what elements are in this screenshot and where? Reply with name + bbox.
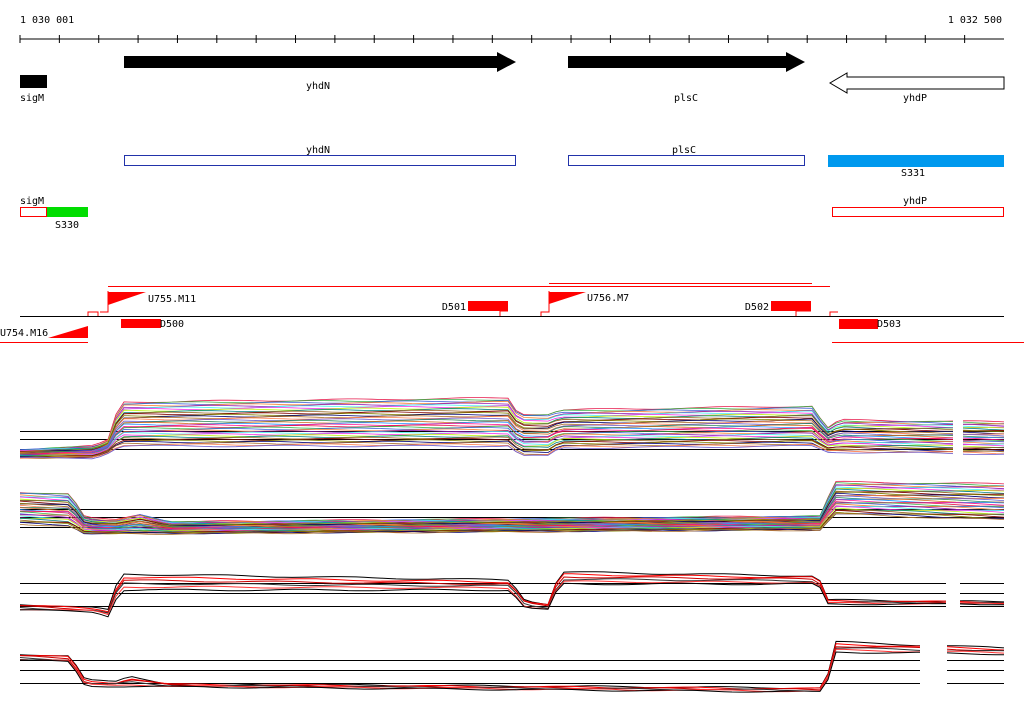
expression-profiles-1 bbox=[19, 397, 1005, 460]
gene-arrow-yhdN[interactable] bbox=[124, 52, 516, 72]
segment-D500[interactable] bbox=[121, 319, 161, 328]
segment-D503[interactable] bbox=[839, 319, 878, 329]
gene-label-yhdN: yhdN bbox=[306, 81, 330, 92]
expression-profiles-3 bbox=[19, 571, 1005, 618]
gene-arrow-yhdP[interactable] bbox=[829, 72, 1005, 94]
gene-sigM[interactable] bbox=[20, 75, 47, 88]
segment-label-U755.M11: U755.M11 bbox=[148, 294, 196, 305]
transcript-label-sigM: sigM bbox=[20, 196, 44, 207]
expression-profiles-4 bbox=[19, 640, 1005, 693]
transcript-track-2: sigM S330 yhdP bbox=[20, 196, 1004, 231]
segment-label-D502: D502 bbox=[745, 302, 769, 313]
ruler-end-label: 1 032 500 bbox=[948, 15, 1002, 26]
segment-U755.M11[interactable] bbox=[108, 292, 146, 305]
expression-track-1 bbox=[19, 397, 1005, 460]
transcript-label-S330: S330 bbox=[55, 220, 79, 231]
transcript-label-S331: S331 bbox=[901, 168, 925, 179]
expression-track-3 bbox=[19, 571, 1005, 618]
segment-D501[interactable] bbox=[468, 301, 508, 311]
segment-U754.M16[interactable] bbox=[48, 326, 88, 338]
coordinate-ruler: 1 030 001 1 032 500 bbox=[19, 15, 1004, 43]
transcript-sigM[interactable] bbox=[20, 207, 47, 217]
transcript-yhdN[interactable] bbox=[124, 155, 516, 166]
expression-profiles-2 bbox=[19, 480, 1005, 535]
gene-label-yhdP: yhdP bbox=[903, 93, 927, 104]
transcript-label-plsC: plsC bbox=[672, 145, 696, 156]
segmentation-track: U755.M11 U754.M16 D500 D501 U756.M7 D502… bbox=[0, 283, 1024, 343]
segment-label-D500: D500 bbox=[160, 319, 184, 330]
gene-label-plsC: plsC bbox=[674, 93, 698, 104]
expression-track-4 bbox=[19, 640, 1005, 693]
transcript-S331[interactable] bbox=[828, 155, 1004, 167]
segment-U756.M7[interactable] bbox=[549, 292, 586, 304]
segment-label-U756.M7: U756.M7 bbox=[587, 293, 629, 304]
gene-arrow-plsC[interactable] bbox=[568, 52, 805, 72]
segment-label-D503: D503 bbox=[877, 319, 901, 330]
transcript-label-yhdN: yhdN bbox=[306, 145, 330, 156]
gene-label-sigM: sigM bbox=[20, 93, 44, 104]
transcript-S330[interactable] bbox=[47, 207, 88, 217]
transcript-plsC[interactable] bbox=[568, 155, 805, 166]
transcript-yhdP[interactable] bbox=[832, 207, 1004, 217]
gene-track: sigM yhdN plsC yhdP bbox=[20, 52, 1005, 104]
ruler-start-label: 1 030 001 bbox=[20, 15, 74, 26]
segment-label-U754.M16: U754.M16 bbox=[0, 328, 48, 339]
transcript-label-yhdP-2: yhdP bbox=[903, 196, 927, 207]
expression-track-2 bbox=[19, 480, 1005, 535]
segment-label-D501: D501 bbox=[442, 302, 466, 313]
ruler-ticks bbox=[19, 35, 966, 43]
segment-D502[interactable] bbox=[771, 301, 811, 311]
transcript-track-1: yhdN plsC S331 bbox=[124, 145, 1004, 179]
